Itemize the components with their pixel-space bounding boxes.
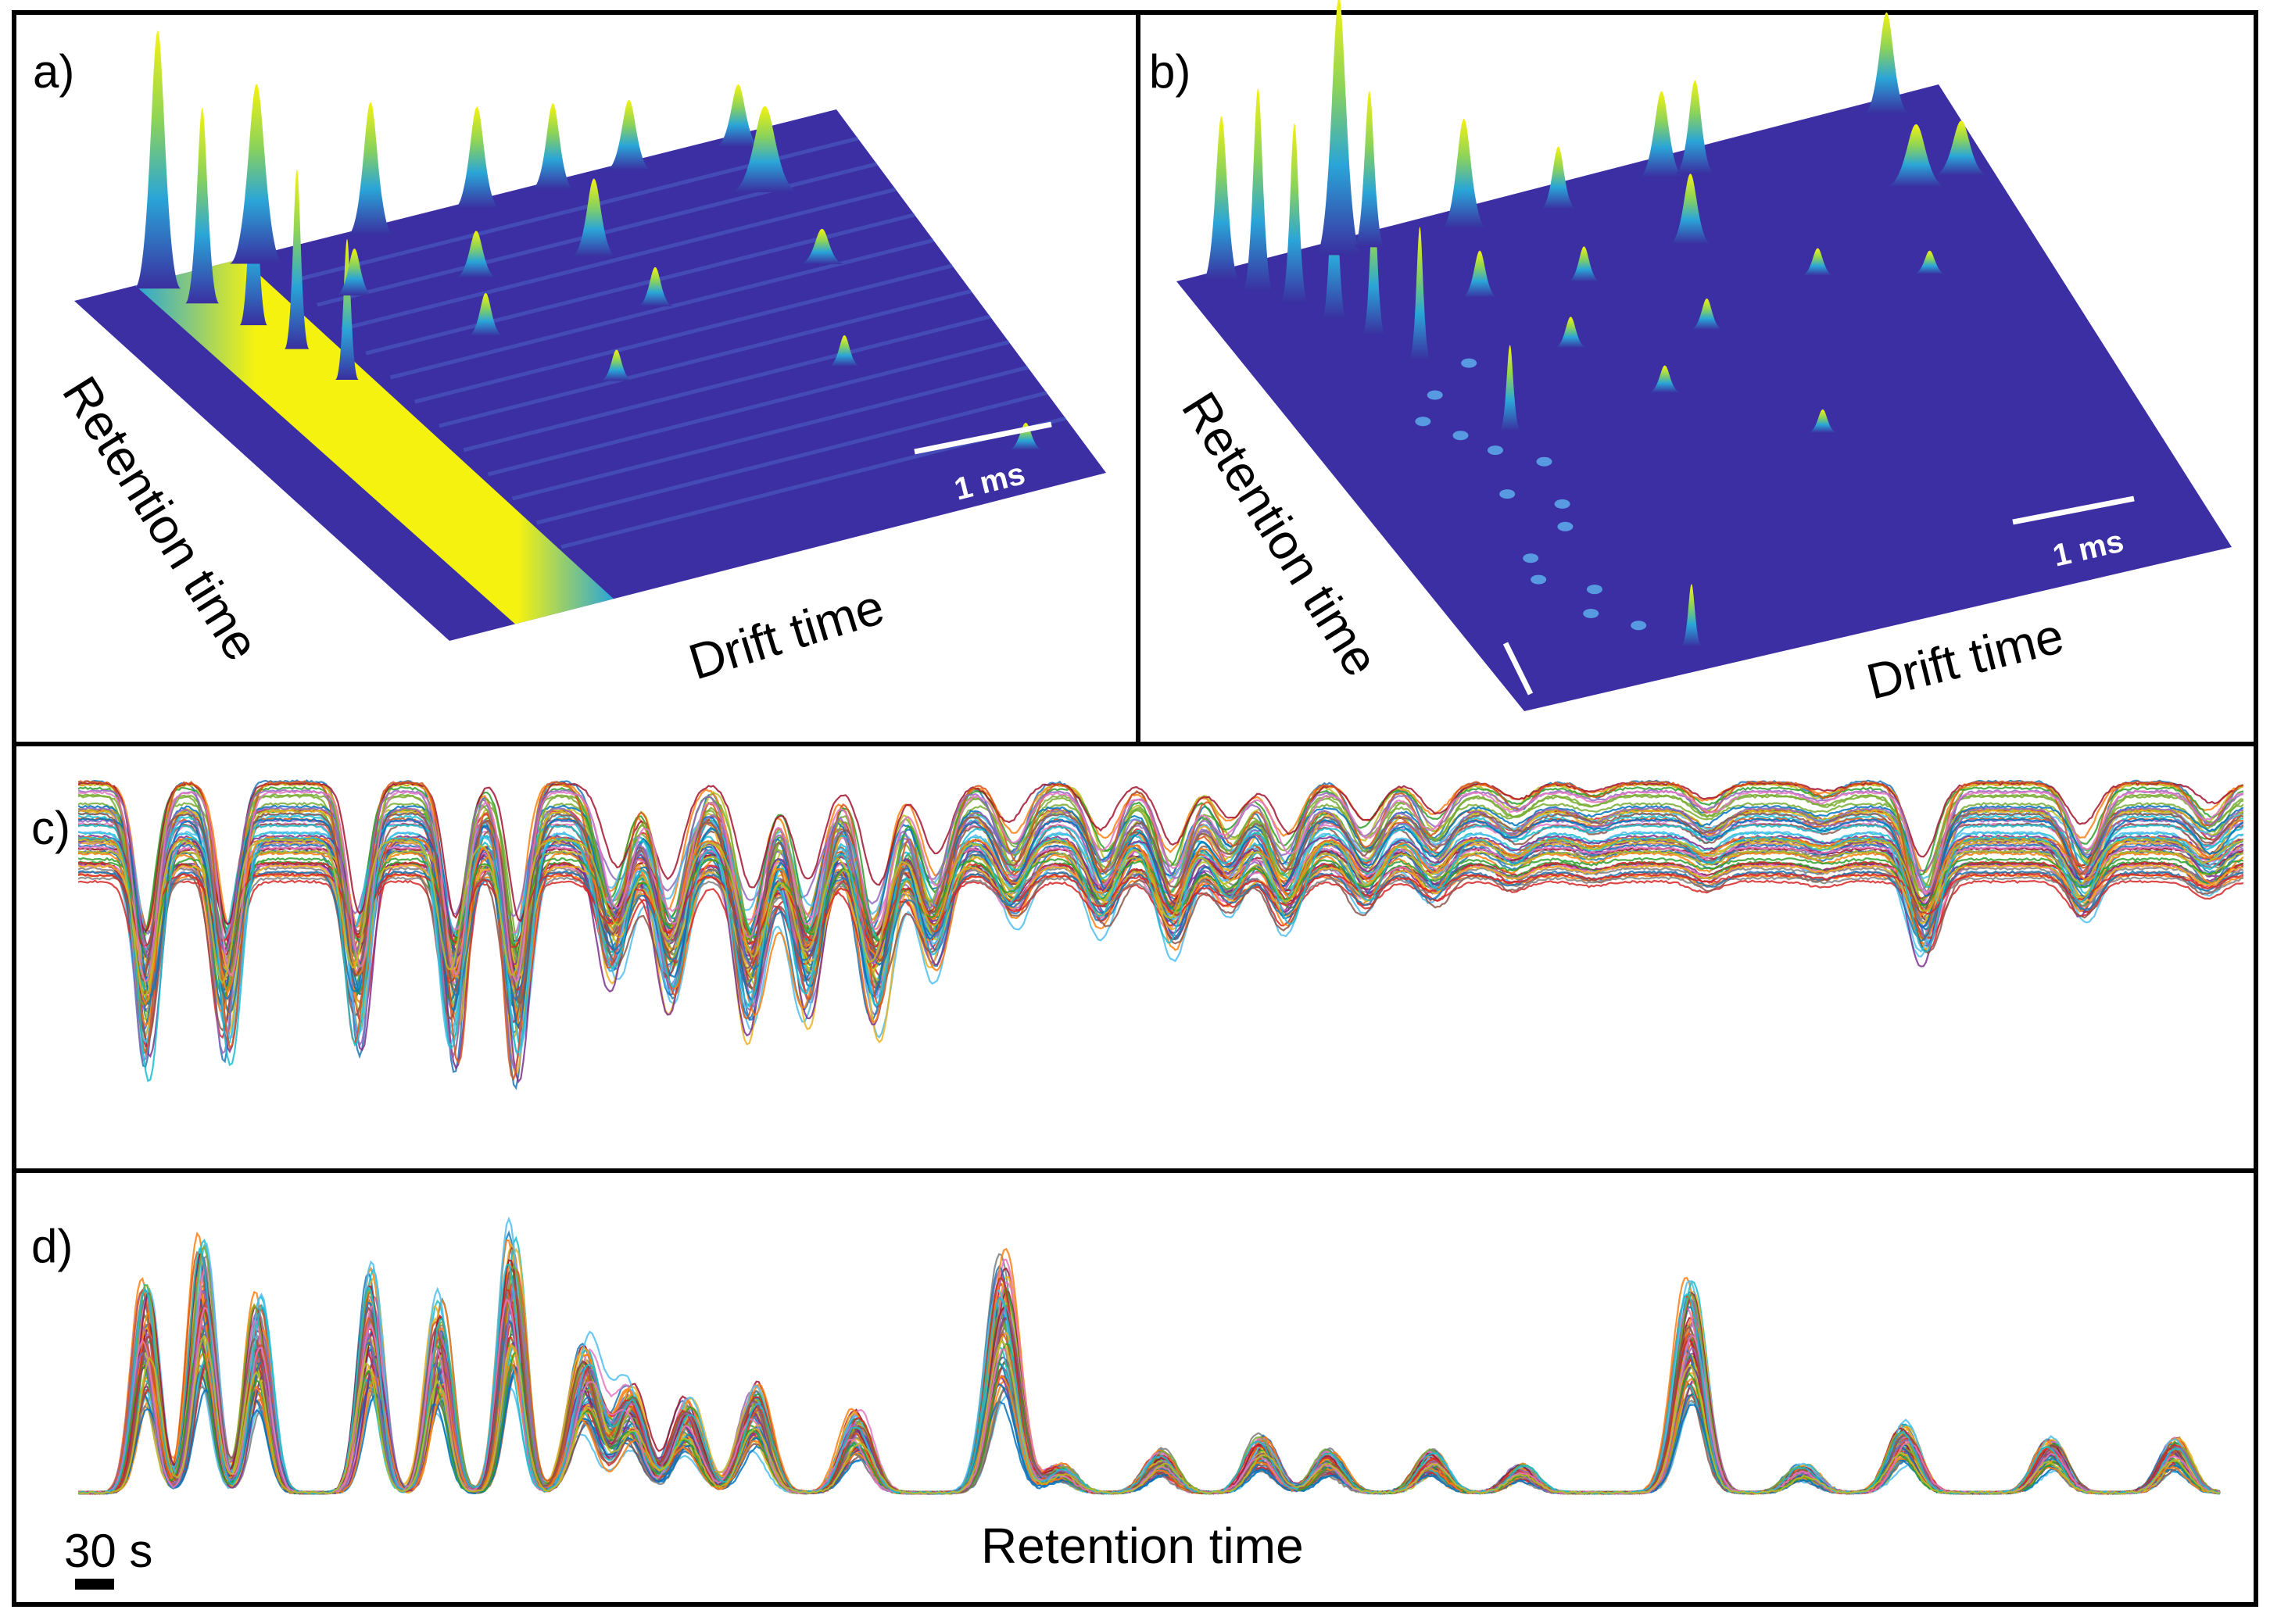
panel-c-series (78, 857, 2243, 961)
panel-a-ridge (414, 263, 953, 404)
panel-c-series (78, 830, 2243, 1059)
panel-b-peak (1638, 91, 1685, 177)
panel-a-peak (1007, 422, 1045, 450)
panel-d-label: d) (31, 1220, 73, 1272)
panel-b-surface (1176, 0, 2232, 711)
panel-b-blob (1427, 390, 1443, 400)
panel-a-peak (229, 84, 285, 264)
panel-a-peak (636, 266, 675, 306)
panel-c-series (78, 838, 2243, 997)
panel-a-spike (184, 108, 220, 304)
panel-b-peak (1647, 365, 1682, 393)
panel-a-peak (467, 293, 505, 337)
panel-c-series (78, 790, 2243, 983)
panel-d-scalebar-label: 30 s (64, 1525, 152, 1577)
panel-b-blob (1586, 585, 1602, 595)
panel-a-scalebar-rt-label: 10s (304, 597, 353, 657)
panel-a-peak (570, 178, 618, 257)
panel-b-peak (1315, 0, 1362, 256)
panel-b-blob (1583, 608, 1599, 618)
panel-b-spike (1409, 227, 1431, 360)
panel-b-blob (1499, 489, 1516, 499)
panel-a-peak (605, 99, 653, 170)
panel-a-peak (714, 84, 762, 148)
panel-a-spike (335, 238, 360, 380)
panel-b-blob (1631, 621, 1647, 631)
panel-a-ridge (463, 314, 991, 453)
panel-b-peak (1912, 250, 1947, 274)
panel-a-ridge (511, 365, 1029, 501)
panel-b-peak (1806, 409, 1839, 433)
panel-b-peak (1689, 298, 1724, 330)
panel-b-label: b) (1149, 45, 1190, 98)
panel-b-blob (1415, 417, 1431, 427)
panel-d-series (78, 1247, 2221, 1495)
panel-a-scalebar-rt (350, 575, 382, 631)
panel-a-label: a) (33, 45, 74, 98)
panel-c-series (78, 835, 2243, 1082)
panel-a-peak (347, 102, 395, 235)
panel-b-peak (1668, 173, 1713, 245)
panel-a-peak (729, 106, 800, 192)
panel-b-scalebar-drift (2012, 495, 2135, 525)
panel-b-peak (1353, 91, 1385, 248)
panel-b-spike (1362, 194, 1386, 335)
panel-b-peak (1539, 146, 1577, 209)
panel-b-peak (1933, 120, 1990, 176)
panel-a-surface (74, 30, 1106, 641)
panel-b-blob (1531, 574, 1547, 585)
panel-c-chromatograms (78, 779, 2243, 1090)
panel-a-spike (134, 30, 181, 289)
panel-b-surface-floor (1176, 84, 2232, 711)
panel-a-peak (827, 334, 862, 367)
panel-a-spike (284, 169, 310, 349)
panel-b-peak (1863, 12, 1910, 114)
panel-a-peak (335, 249, 374, 296)
panel-b-spike (1680, 584, 1702, 647)
panel-b-blob (1554, 499, 1570, 509)
panel-b-blob (1557, 521, 1574, 531)
panel-b-blob (1461, 358, 1477, 368)
panel-a-peak (531, 103, 575, 190)
panel-b-spike (1498, 345, 1521, 431)
panel-b-peak (1800, 248, 1835, 276)
panel-b-peak (1440, 118, 1488, 228)
panel-b-peak (1674, 80, 1716, 174)
panel-a-peak (453, 106, 501, 209)
panel-d-frame (12, 1168, 2258, 1607)
panel-d-series (78, 1334, 2221, 1495)
panel-b-blob (1536, 456, 1552, 467)
panel-a-ridge (487, 340, 1010, 477)
panel-a-ridge (536, 391, 1047, 525)
panel-b-blob (1523, 553, 1539, 563)
panel-d-chromatograms (78, 1216, 2221, 1495)
panel-b-peak (1885, 124, 1948, 188)
panel-b-blob (1487, 445, 1503, 456)
panel-a-ridge (341, 187, 897, 331)
panel-a-ridge (439, 289, 972, 428)
panel-c-series (78, 872, 2243, 949)
panel-c-series (78, 812, 2243, 1004)
panel-d-xlabel: Retention time (981, 1518, 1304, 1574)
panel-a-peak (798, 228, 846, 264)
panel-a-ridge (389, 238, 934, 380)
panel-d-scalebar (75, 1579, 114, 1590)
panel-b-spike (1242, 88, 1274, 292)
panel-a-reactant-wall (135, 259, 614, 624)
panel-c-label: c) (31, 802, 70, 854)
panel-c-series (78, 834, 2243, 966)
panel-a-peak (599, 349, 634, 381)
panel-b-peak (1553, 317, 1588, 349)
panel-b-blob (1452, 431, 1469, 441)
panel-a-surface-floor (74, 109, 1106, 641)
panel-b-peak (1461, 250, 1499, 298)
panel-a-peak (454, 231, 499, 278)
panel-b-scalebar-rt (1502, 642, 1534, 696)
panel-b-spike (1202, 116, 1241, 281)
panel-b-peak (1566, 246, 1602, 282)
panel-a-xlabel: Drift time (682, 578, 890, 691)
panel-b-spike (1280, 123, 1309, 303)
panel-a-scalebar-drift (914, 421, 1052, 455)
